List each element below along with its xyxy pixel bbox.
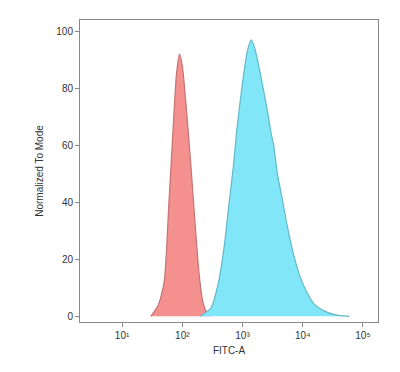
svg-text:10¹: 10¹ xyxy=(115,330,130,341)
svg-text:FITC-A: FITC-A xyxy=(213,345,246,356)
svg-text:10²: 10² xyxy=(175,330,190,341)
svg-text:60: 60 xyxy=(62,140,74,151)
svg-text:10³: 10³ xyxy=(235,330,250,341)
svg-text:80: 80 xyxy=(62,83,74,94)
svg-text:10⁴: 10⁴ xyxy=(295,330,310,341)
svg-text:10⁵: 10⁵ xyxy=(355,330,370,341)
svg-text:Normalized To Mode: Normalized To Mode xyxy=(34,125,45,217)
svg-text:40: 40 xyxy=(62,197,74,208)
svg-text:20: 20 xyxy=(62,254,74,265)
svg-text:100: 100 xyxy=(56,26,73,37)
svg-text:0: 0 xyxy=(67,311,73,322)
